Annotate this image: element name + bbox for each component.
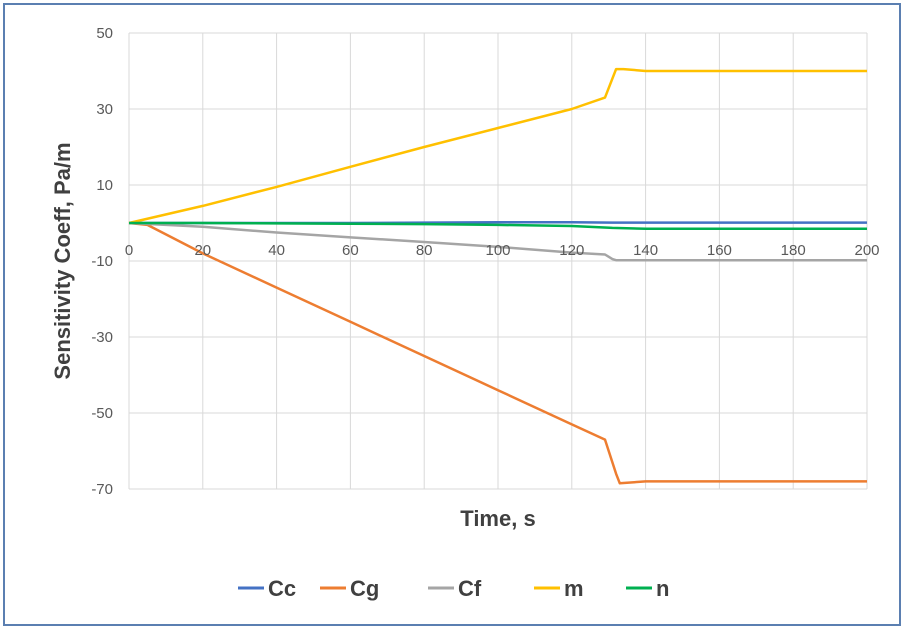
y-tick-label: -30: [91, 329, 113, 346]
y-axis-ticks: 50 30 10 -10 -30 -50 -70: [91, 25, 113, 498]
x-tick-label: 100: [485, 242, 510, 259]
legend-label-cf: Cf: [458, 576, 482, 601]
legend-label-cc: Cc: [268, 576, 296, 601]
legend-label-n: n: [656, 576, 669, 601]
y-tick-label: -70: [91, 481, 113, 498]
y-tick-label: 50: [96, 25, 113, 42]
x-tick-label: 80: [416, 242, 433, 259]
y-tick-label: -50: [91, 405, 113, 422]
x-axis-ticks: 0 20 40 60 80 100 120 140 160 180 200: [125, 242, 880, 259]
x-axis-title: Time, s: [460, 506, 535, 531]
y-tick-label: 30: [96, 101, 113, 118]
y-axis-title: Sensitivity Coeff, Pa/m: [50, 142, 75, 379]
x-tick-label: 120: [559, 242, 584, 259]
x-tick-label: 180: [781, 242, 806, 259]
x-tick-label: 20: [194, 242, 211, 259]
y-tick-label: 10: [96, 177, 113, 194]
legend: Cc Cg Cf m n: [238, 576, 669, 601]
x-tick-label: 40: [268, 242, 285, 259]
legend-label-m: m: [564, 576, 584, 601]
x-tick-label: 0: [125, 242, 133, 259]
x-tick-label: 160: [707, 242, 732, 259]
x-tick-label: 140: [633, 242, 658, 259]
x-tick-label: 200: [854, 242, 879, 259]
x-tick-label: 60: [342, 242, 359, 259]
legend-label-cg: Cg: [350, 576, 379, 601]
y-tick-label: -10: [91, 253, 113, 270]
